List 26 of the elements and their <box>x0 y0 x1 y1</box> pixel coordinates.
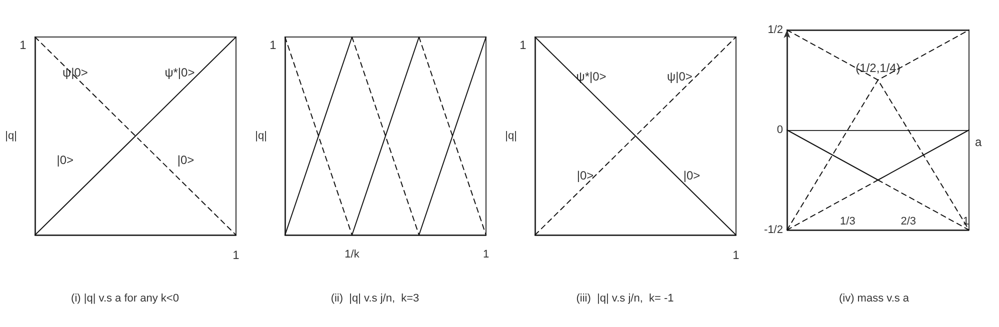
y-tick-label: 0 <box>777 124 784 136</box>
annotation: 1 <box>20 38 27 52</box>
text: (iv) mass v.s a <box>839 292 910 304</box>
annotation: 1 <box>269 38 276 52</box>
x-tick-label: 2/3 <box>900 216 916 228</box>
annotation: |0> <box>682 168 700 183</box>
x-tick-label: 1/k <box>344 248 360 260</box>
text: (i) |q| v.s a for any k<0 <box>71 292 179 304</box>
annotation: ψ|0> <box>62 66 88 80</box>
annotation: ψ|0> <box>666 70 692 84</box>
annotation: |0> <box>576 168 594 183</box>
annotation: ψ*|0> <box>164 66 195 80</box>
text: (ii) |q| v.s j/n, k=3 <box>330 292 419 304</box>
y-axis-title: |q| <box>254 130 267 142</box>
annotation: ψ*|0> <box>576 70 606 84</box>
x-tick-label: 1/3 <box>840 216 856 228</box>
y-tick-label: 1/2 <box>768 24 784 36</box>
annotation: |0> <box>56 152 74 167</box>
x-axis-title: a <box>975 135 982 149</box>
annotation: |0> <box>177 152 194 167</box>
annotation: 1 <box>519 38 526 52</box>
y-axis-title: |q| <box>5 130 17 142</box>
y-axis-title: |q| <box>504 130 516 142</box>
y-tick-label: -1/2 <box>764 224 784 236</box>
text: (iii) |q| v.s j/n, k= -1 <box>576 292 674 304</box>
annotation: (1/2,1/4) <box>856 61 901 75</box>
